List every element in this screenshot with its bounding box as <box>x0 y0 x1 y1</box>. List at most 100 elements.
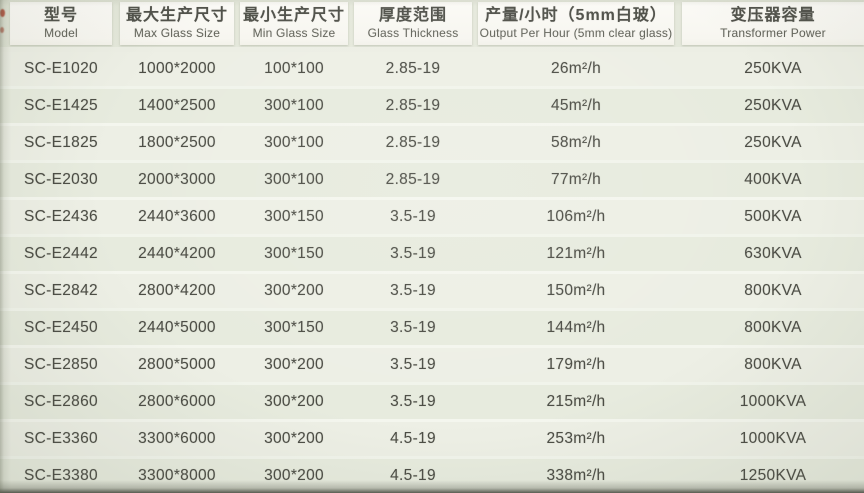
cell-max-glass-size: 2800*5000 <box>138 356 216 373</box>
cell-model: SC-E1825 <box>24 134 98 151</box>
cell-glass-thickness: 3.5-19 <box>390 208 436 225</box>
cell-glass-thickness: 3.5-19 <box>390 319 436 336</box>
cell-output-per-hour: 144m²/h <box>546 319 606 336</box>
cell-output-per-hour: 253m²/h <box>546 430 606 447</box>
column-header-zh: 最小生产尺寸 <box>242 7 345 24</box>
column-header-en: Min Glass Size <box>252 26 336 40</box>
table-body: SC-E1020 1000*2000 100*100 2.85-19 26m²/… <box>0 47 864 493</box>
cell-min-glass-size: 300*100 <box>264 171 324 188</box>
column-header-en: Transformer Power <box>720 26 826 40</box>
cell-transformer-power: 400KVA <box>744 171 802 188</box>
column-header-en: Model <box>44 26 78 40</box>
cell-output-per-hour: 26m²/h <box>550 60 602 77</box>
cell-output-per-hour: 150m²/h <box>546 282 606 299</box>
cell-glass-thickness: 3.5-19 <box>390 282 436 299</box>
cell-output-per-hour: 58m²/h <box>550 134 602 151</box>
cell-min-glass-size: 300*100 <box>264 97 324 114</box>
table-row: SC-E3360 3300*6000 300*200 4.5-19 253m²/… <box>0 419 864 456</box>
column-header-zh: 最大生产尺寸 <box>125 7 228 24</box>
cell-model: SC-E2030 <box>24 171 98 188</box>
cell-transformer-power: 800KVA <box>744 319 802 336</box>
table-row: SC-E3380 3300*8000 300*200 4.5-19 338m²/… <box>0 456 864 493</box>
cell-transformer-power: 1250KVA <box>739 467 807 484</box>
table-header-row: 型号 Model 最大生产尺寸 Max Glass Size 最小生产尺寸 Mi… <box>0 0 864 47</box>
cell-max-glass-size: 2000*3000 <box>138 171 216 188</box>
cell-output-per-hour: 179m²/h <box>546 356 606 373</box>
cell-transformer-power: 1000KVA <box>739 430 807 447</box>
cell-min-glass-size: 100*100 <box>264 60 324 77</box>
cell-output-per-hour: 106m²/h <box>546 208 606 225</box>
cell-glass-thickness: 2.85-19 <box>385 60 441 77</box>
cell-glass-thickness: 3.5-19 <box>390 356 436 373</box>
column-header-transformer-power: 变压器容量 Transformer Power <box>682 2 864 45</box>
cell-max-glass-size: 2440*3600 <box>138 208 216 225</box>
cell-min-glass-size: 300*200 <box>264 282 324 299</box>
cell-model: SC-E1425 <box>24 97 98 114</box>
cell-model: SC-E2436 <box>24 208 98 225</box>
cell-glass-thickness: 3.5-19 <box>390 393 436 410</box>
column-header-zh: 厚度范围 <box>378 7 447 24</box>
cell-max-glass-size: 1400*2500 <box>138 97 216 114</box>
cell-output-per-hour: 338m²/h <box>546 467 606 484</box>
column-header-min-glass-size: 最小生产尺寸 Min Glass Size <box>240 2 348 45</box>
column-header-max-glass-size: 最大生产尺寸 Max Glass Size <box>120 2 234 45</box>
table-row: SC-E1020 1000*2000 100*100 2.85-19 26m²/… <box>0 47 864 86</box>
cell-max-glass-size: 3300*8000 <box>138 467 216 484</box>
column-header-glass-thickness: 厚度范围 Glass Thickness <box>354 2 472 45</box>
cell-max-glass-size: 2440*5000 <box>138 319 216 336</box>
cell-glass-thickness: 3.5-19 <box>390 245 436 262</box>
cell-model: SC-E2450 <box>24 319 98 336</box>
cell-output-per-hour: 77m²/h <box>550 171 602 188</box>
cell-model: SC-E2850 <box>24 356 98 373</box>
cell-max-glass-size: 2440*4200 <box>138 245 216 262</box>
cell-output-per-hour: 45m²/h <box>550 97 602 114</box>
table-row: SC-E2860 2800*6000 300*200 3.5-19 215m²/… <box>0 382 864 419</box>
cell-transformer-power: 1000KVA <box>739 393 807 410</box>
cell-output-per-hour: 215m²/h <box>546 393 606 410</box>
cell-max-glass-size: 3300*6000 <box>138 430 216 447</box>
table-row: SC-E2030 2000*3000 300*100 2.85-19 77m²/… <box>0 160 864 197</box>
cell-max-glass-size: 2800*6000 <box>138 393 216 410</box>
column-header-zh: 型号 <box>43 7 78 24</box>
cell-min-glass-size: 300*200 <box>264 467 324 484</box>
cell-model: SC-E2860 <box>24 393 98 410</box>
cell-max-glass-size: 1800*2500 <box>138 134 216 151</box>
cell-glass-thickness: 2.85-19 <box>385 97 441 114</box>
cell-model: SC-E3360 <box>24 430 98 447</box>
column-header-en: Glass Thickness <box>367 26 459 40</box>
table-row: SC-E2450 2440*5000 300*150 3.5-19 144m²/… <box>0 308 864 345</box>
cell-model: SC-E2842 <box>24 282 98 299</box>
column-header-output-per-hour: 产量/小时（5mm白玻） Output Per Hour (5mm clear … <box>478 2 674 45</box>
cell-min-glass-size: 300*200 <box>264 356 324 373</box>
column-header-model: 型号 Model <box>10 2 112 45</box>
cell-glass-thickness: 2.85-19 <box>385 134 441 151</box>
cell-min-glass-size: 300*150 <box>264 245 324 262</box>
table-row: SC-E2442 2440*4200 300*150 3.5-19 121m²/… <box>0 234 864 271</box>
cell-transformer-power: 250KVA <box>744 60 802 77</box>
table-row: SC-E2842 2800*4200 300*200 3.5-19 150m²/… <box>0 271 864 308</box>
table-row: SC-E1825 1800*2500 300*100 2.85-19 58m²/… <box>0 123 864 160</box>
cell-min-glass-size: 300*200 <box>264 430 324 447</box>
cell-transformer-power: 250KVA <box>744 134 802 151</box>
cell-glass-thickness: 4.5-19 <box>390 430 436 447</box>
cell-transformer-power: 800KVA <box>744 356 802 373</box>
cell-min-glass-size: 300*200 <box>264 393 324 410</box>
cell-min-glass-size: 300*150 <box>264 319 324 336</box>
cell-transformer-power: 250KVA <box>744 97 802 114</box>
cell-model: SC-E3380 <box>24 467 98 484</box>
column-header-zh: 产量/小时（5mm白玻） <box>485 7 667 24</box>
table-row: SC-E2436 2440*3600 300*150 3.5-19 106m²/… <box>0 197 864 234</box>
cell-max-glass-size: 1000*2000 <box>138 60 216 77</box>
cell-min-glass-size: 300*150 <box>264 208 324 225</box>
cell-transformer-power: 630KVA <box>744 245 802 262</box>
column-header-en: Max Glass Size <box>133 26 221 40</box>
table-row: SC-E1425 1400*2500 300*100 2.85-19 45m²/… <box>0 86 864 123</box>
cell-min-glass-size: 300*100 <box>264 134 324 151</box>
cell-transformer-power: 500KVA <box>744 208 802 225</box>
cell-glass-thickness: 2.85-19 <box>385 171 441 188</box>
cell-transformer-power: 800KVA <box>744 282 802 299</box>
cell-model: SC-E1020 <box>24 60 98 77</box>
cell-model: SC-E2442 <box>24 245 98 262</box>
column-header-zh: 变压器容量 <box>730 7 816 24</box>
